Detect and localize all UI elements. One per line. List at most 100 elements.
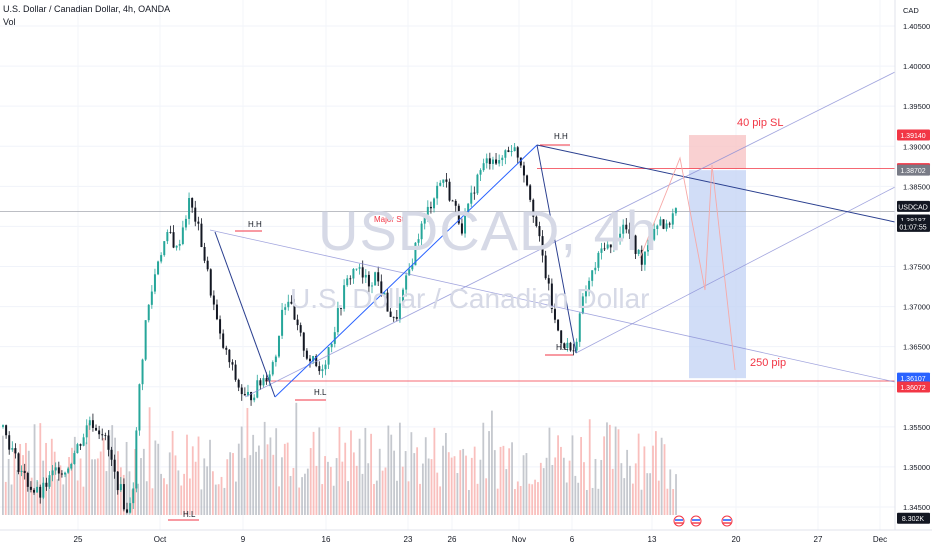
position-zones[interactable] [689,135,746,379]
volume-bar [373,483,375,515]
candle-body [166,232,169,242]
volume-bar [352,452,355,515]
rising-channel-line[interactable] [575,186,896,354]
candle-body [308,358,311,362]
candle-body [95,427,98,431]
volume-bar [442,445,444,515]
volume-bar [79,458,82,515]
volume-bar [94,459,96,515]
impulse-up-line[interactable] [274,144,538,398]
volume-bar [545,457,548,515]
volume-bar [174,455,177,515]
correction-line[interactable] [536,144,577,354]
candle-body [575,341,578,351]
volume-bar [493,450,496,515]
candle-body [377,272,380,282]
candle-body [172,232,175,248]
volume-bar [76,480,79,515]
candle-body [265,378,268,382]
candle-body [312,355,315,362]
time-axis[interactable]: 25 Oct 9 16 23 26 Nov 6 13 20 27 Dec [0,515,932,550]
candle-body [439,182,442,186]
volume-bar [516,481,519,515]
price-tick-label: 1.39500 [903,102,930,111]
volume-bar [235,481,237,515]
volume-bar [142,448,145,515]
volume-bar [332,485,335,515]
candle-body [194,207,197,222]
volume-bar [309,448,312,515]
annotation-label: H.H [248,220,262,229]
candle-body [14,448,17,454]
price-badge[interactable] [897,220,930,232]
candle-body [57,467,60,474]
volume-bar [91,459,93,515]
price-badge[interactable] [897,200,930,212]
volume-bar [281,457,283,515]
volume-bar [48,478,50,515]
price-badge-text: 1.36072 [900,385,925,392]
volume-bar [459,450,462,515]
impulse-down-line[interactable] [214,231,276,398]
volume-bar [327,461,329,515]
price-levels [0,168,895,382]
candle-body [600,248,603,253]
volume-bar [298,487,301,515]
volume-bar [511,442,513,515]
candle-body [643,251,646,265]
candle-body [656,225,659,230]
candle-body [234,364,237,380]
price-badge[interactable] [897,372,930,384]
lower-channel-line[interactable] [209,229,896,383]
volume-bar [344,442,347,515]
volume-bar [410,432,413,515]
candle-body [460,223,463,234]
event-flag-icon[interactable] [673,515,685,527]
volume-bar [361,473,364,515]
candle-body [640,249,643,265]
volume-bar [482,422,485,515]
price-badge[interactable] [897,129,930,141]
volume-bar [36,481,39,515]
price-badge[interactable] [897,512,930,524]
volume-bar [226,459,229,515]
price-axis[interactable]: 1.405001.400001.395001.390001.385001.380… [894,0,932,550]
volume-bar [209,439,211,515]
event-flag-icon[interactable] [721,515,733,527]
candle-body [395,317,398,319]
descending-trendline[interactable] [536,144,896,223]
volume-bar [258,445,260,515]
volume-bar [304,473,306,515]
volume-bar [62,484,65,515]
candle-body [67,468,70,473]
volume-bar [263,421,266,515]
candle-body [51,470,54,476]
candle-body [48,475,51,487]
volume-bar [341,461,344,515]
candle-body [129,503,132,513]
candle-body [398,303,401,319]
volume-bar [151,488,154,515]
volume-bar [470,457,473,515]
candle-body [532,199,535,217]
candle-body [541,236,544,256]
upper-channel-line[interactable] [244,71,896,398]
take-profit-zone[interactable] [689,170,746,379]
price-badge[interactable] [897,381,930,393]
projection-zigzag[interactable] [639,156,736,371]
price-badge[interactable] [897,164,930,176]
event-flag-icon[interactable] [690,515,702,527]
drawings[interactable] [209,71,896,398]
currency-label[interactable]: CAD [903,6,919,15]
volume-bar [301,477,303,515]
stop-loss-zone[interactable] [689,135,746,169]
candle-body [538,226,541,237]
candle-body [423,214,426,224]
volume-bar [427,458,430,515]
volume-bar [99,451,102,515]
price-badge-text: 8.302K [902,516,925,523]
volume-bar [157,443,160,515]
volume-bar [160,473,163,515]
candle-body [290,301,293,304]
